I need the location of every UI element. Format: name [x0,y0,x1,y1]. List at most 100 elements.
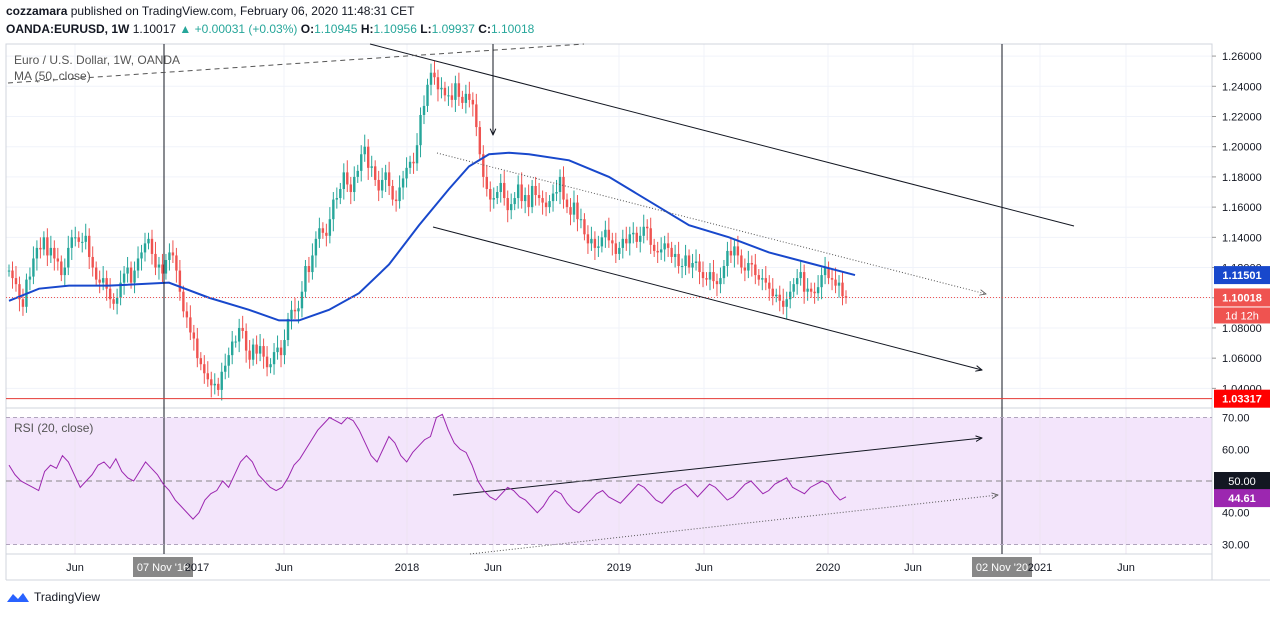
rsi-tick-label: 40.00 [1222,508,1250,520]
candle-body [196,338,199,359]
candle-body [802,272,806,292]
candle-body [415,145,419,164]
candle-body [391,185,394,200]
candle-body [168,252,171,260]
price-value-badge: 1.10018 [1222,292,1262,304]
time-tick-label: Jun [904,562,922,574]
candle-body [659,249,663,253]
price-tick-label: 1.20000 [1222,142,1262,154]
candle-body [91,256,94,268]
price-tick-label: 1.18000 [1222,172,1262,184]
time-tick-label: 2021 [1028,562,1052,574]
low-value: 1.09937 [431,22,475,36]
candle-body [356,170,359,177]
legend-rsi[interactable]: RSI (20, close) [14,421,93,435]
price-tick-label: 1.06000 [1222,353,1262,365]
candle-body [227,355,230,366]
symbol-name[interactable]: OANDA:EURUSD, 1W [6,22,130,36]
candle-body [353,176,356,193]
candle-body [789,291,792,300]
candle-body [447,95,450,97]
candle-body [816,287,820,294]
candle-body [328,219,332,236]
moving-average [8,151,856,322]
candle-body [513,198,516,205]
candle-body [565,199,569,208]
rsi-value-badge: 44.61 [1228,493,1256,505]
candle-body [314,238,318,256]
candle-body [342,172,345,189]
candle-body [468,93,471,100]
candle-body [450,95,454,100]
candle-body [436,77,440,90]
candle-body [597,246,600,248]
price-tick-label: 1.16000 [1222,202,1262,214]
candle-body [203,364,206,374]
candle-body [705,278,708,280]
candle-body [140,252,143,259]
candle-body [147,238,150,244]
candle-body [701,272,705,279]
candle-body [663,243,666,250]
legend-ma[interactable]: MA (50, close) [14,69,91,83]
last-price: 1.10017 [132,22,177,36]
candle-body [555,192,558,194]
candle-body [757,275,761,280]
candle-body [722,266,726,279]
up-arrow-icon: ▲ [179,22,192,36]
candle-body [541,198,544,203]
rsi-tick-label: 70.00 [1222,413,1250,425]
candle-body [569,207,572,215]
candle-body [60,261,63,276]
candle-body [799,272,802,279]
candle-body [677,253,680,267]
footer-brand[interactable]: TradingView [6,590,100,604]
candle-body [363,146,366,155]
rsi-indicator [6,413,1212,545]
candle-body [750,263,754,265]
candle-body [837,282,841,286]
candle-body [332,199,335,220]
candle-body [126,267,129,274]
symbol-info: OANDA:EURUSD, 1W 1.10017 ▲ +0.00031 (+0.… [6,22,534,36]
candle-body [761,278,764,280]
candle-body [182,291,185,312]
time-tick-label: 07 Nov '16 [137,562,189,574]
candle-body [276,347,279,353]
candle-body [771,288,774,297]
candle-body [269,364,272,368]
time-tick-label: 2017 [185,562,209,574]
ma-value-badge: 1.11501 [1222,270,1261,282]
candle-body [175,255,178,271]
candle-body [224,365,227,372]
candle-body [360,154,363,171]
time-tick-label: Jun [66,562,84,574]
candle-body [405,167,408,179]
candle-body [325,232,328,236]
candle-body [206,373,209,380]
dotted-trend-arrow [436,152,986,294]
candle-body [729,250,733,256]
candle-body [53,247,56,259]
candle-body [614,243,618,254]
candle-body [457,83,461,97]
candle-body [551,193,555,202]
countdown-badge: 1d 12h [1225,310,1259,322]
close-value: 1.10018 [490,22,535,36]
time-tick-label: Jun [695,562,713,574]
candle-body [307,266,311,273]
candle-body [300,291,304,309]
candle-body [775,294,778,297]
legend-main[interactable]: Euro / U.S. Dollar, 1W, OANDA [14,53,180,67]
candle-body [412,161,415,164]
publisher-name[interactable]: cozzamara [6,4,68,18]
candle-body [726,250,729,267]
candle-body [143,243,147,253]
candle-body [496,192,499,199]
date-marker-badge [133,557,193,577]
candle-body [586,234,590,244]
candle-body [105,278,108,289]
candle-body [443,87,447,96]
candle-body [248,350,251,360]
